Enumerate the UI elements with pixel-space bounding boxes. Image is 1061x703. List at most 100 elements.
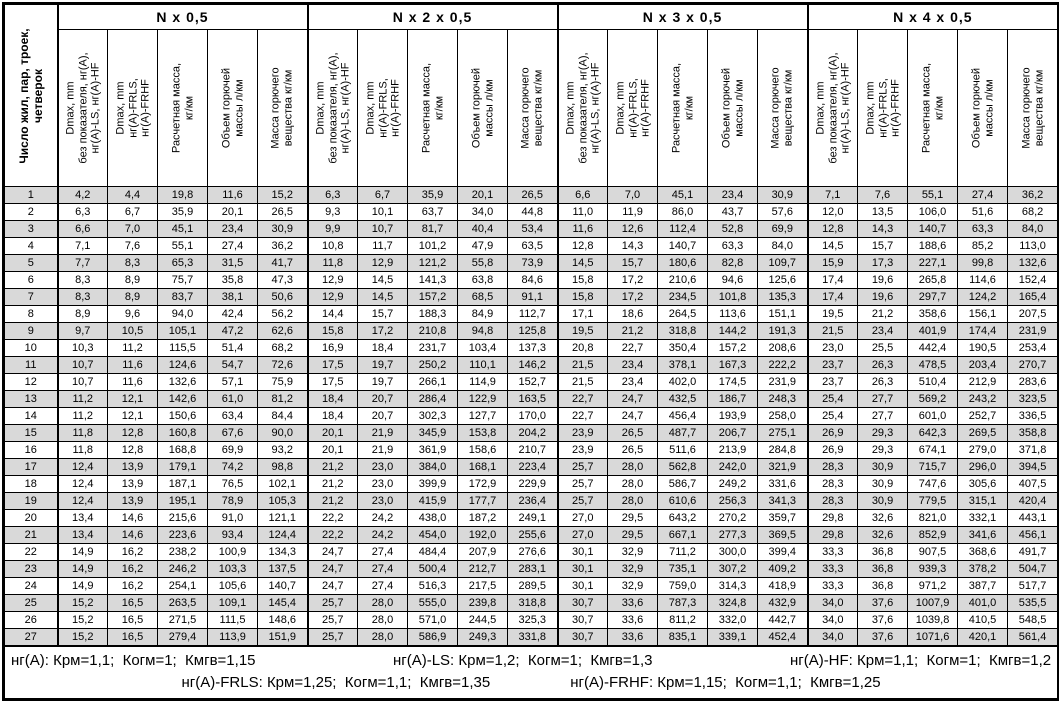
- table-cell: 28,3: [806, 492, 859, 510]
- table-cell: 27,4: [357, 560, 408, 578]
- table-cell: 23,7: [806, 356, 859, 374]
- column-header-label: Объем горючей массы л/км: [720, 68, 745, 149]
- table-cell: 17,5: [306, 356, 358, 374]
- table-cell: 10,7: [56, 373, 108, 391]
- table-cell: 32,9: [607, 543, 659, 561]
- table-cell: 19,6: [857, 271, 909, 289]
- row-number: 5: [4, 254, 58, 272]
- table-cell: 85,2: [957, 237, 1009, 255]
- table-cell: 14,5: [806, 237, 859, 255]
- table-cell: 28,0: [607, 458, 659, 476]
- table-cell: 277,3: [707, 526, 759, 544]
- table-cell: 415,9: [407, 492, 458, 510]
- table-cell: 74,2: [207, 458, 258, 476]
- table-cell: 204,2: [506, 424, 559, 442]
- table-cell: 63,4: [207, 407, 258, 425]
- column-header-cell: Dmax, mm без показателя, нг(А), нг(А)-LS…: [556, 29, 609, 187]
- table-cell: 61,0: [207, 390, 258, 408]
- table-cell: 14,6: [107, 526, 158, 544]
- table-row: 22 14,9 16,2 238,2 100,9 134,3 24,7 27,4 484,4 20…: [4, 543, 1059, 561]
- table-cell: 20,7: [357, 407, 408, 425]
- table-cell: 20,8: [556, 339, 609, 357]
- table-cell: 103,3: [207, 560, 258, 578]
- footnote-item: нг(А)-FRLS: Крм=1,25; Когм=1,1; Кмгв=1,3…: [181, 674, 491, 691]
- table-cell: 264,5: [657, 305, 709, 323]
- table-row: 25 15,2 16,5 263,5 109,1 145,4 25,7 28,0 555,0 23…: [4, 594, 1059, 612]
- column-header-cell: Расчетная масса, кг/км: [907, 29, 959, 187]
- column-header-cell: Dmax, mm нг(А)-FRLS, нг(А)-FRHF: [857, 29, 909, 187]
- table-cell: 26,9: [806, 441, 859, 459]
- table-cell: 26,3: [857, 356, 909, 374]
- table-cell: 283,6: [1007, 373, 1059, 391]
- table-cell: 83,7: [157, 288, 208, 306]
- table-cell: 255,6: [506, 526, 559, 544]
- table-cell: 25,4: [806, 407, 859, 425]
- footnote-item: нг(А)-LS: Крм=1,2; Когм=1; Кмгв=1,3: [392, 652, 653, 669]
- column-header-label: Масса горючего вещества кг/км: [769, 67, 795, 149]
- column-header-cell: Dmax, mm без показателя, нг(А), нг(А)-LS…: [56, 29, 108, 187]
- table-cell: 29,8: [806, 509, 859, 527]
- table-row: 26 15,2 16,5 271,5 111,5 148,6 25,7 28,0 571,0 24…: [4, 611, 1059, 629]
- table-cell: 907,5: [907, 543, 959, 561]
- table-cell: 157,2: [707, 339, 759, 357]
- table-cell: 318,8: [657, 322, 709, 340]
- table-cell: 4,2: [56, 186, 108, 204]
- table-cell: 223,6: [157, 526, 208, 544]
- row-number: 12: [4, 373, 58, 391]
- column-header-label: Расчетная масса, кг/км: [420, 63, 445, 154]
- table-cell: 244,5: [457, 611, 508, 629]
- table-cell: 535,5: [1007, 594, 1059, 612]
- table-cell: 168,8: [157, 441, 208, 459]
- table-cell: 156,1: [957, 305, 1009, 323]
- table-cell: 484,4: [407, 543, 458, 561]
- table-cell: 62,6: [257, 322, 308, 340]
- table-cell: 939,3: [907, 560, 959, 578]
- table-cell: 231,7: [407, 339, 458, 357]
- table-row: 18 12,4 13,9 187,1 76,5 102,1 21,2 23,0 399,9 172…: [4, 475, 1059, 493]
- table-cell: 16,5: [107, 628, 158, 647]
- table-cell: 127,7: [457, 407, 508, 425]
- column-header-label: Dmax, mm без показателя, нг(А), нг(А)-LS…: [814, 52, 852, 164]
- group-header-2: N x 2 x 0,5: [306, 3, 559, 31]
- table-cell: 47,3: [257, 271, 308, 289]
- table-cell: 36,8: [857, 577, 909, 595]
- table-cell: 11,8: [56, 424, 108, 442]
- table-cell: 500,4: [407, 560, 458, 578]
- footnote-row: нг(А): Крм=1,1; Когм=1; Кмгв=1,15 нг(А)-L…: [3, 645, 1059, 699]
- table-cell: 231,9: [1007, 322, 1059, 340]
- table-cell: 33,6: [607, 628, 659, 647]
- table-cell: 30,7: [556, 594, 609, 612]
- table-cell: 331,8: [506, 628, 559, 647]
- table-cell: 35,9: [407, 186, 458, 204]
- table-cell: 94,8: [457, 322, 508, 340]
- table-cell: 54,7: [207, 356, 258, 374]
- table-cell: 157,2: [407, 288, 458, 306]
- table-cell: 12,9: [306, 271, 358, 289]
- table-cell: 14,5: [357, 271, 408, 289]
- table-cell: 90,0: [257, 424, 308, 442]
- table-cell: 26,5: [257, 203, 308, 221]
- table-cell: 36,8: [857, 560, 909, 578]
- table-cell: 15,9: [806, 254, 859, 272]
- table-cell: 99,8: [957, 254, 1009, 272]
- table-cell: 286,4: [407, 390, 458, 408]
- table-cell: 307,2: [707, 560, 759, 578]
- table-cell: 73,9: [506, 254, 559, 272]
- table-cell: 210,6: [657, 271, 709, 289]
- table-row: 24 14,9 16,2 254,1 105,6 140,7 24,7 27,4 516,3 21…: [4, 577, 1059, 595]
- table-cell: 36,2: [1007, 186, 1059, 204]
- table-cell: 174,5: [707, 373, 759, 391]
- table-cell: 37,6: [857, 594, 909, 612]
- table-cell: 358,8: [1007, 424, 1059, 442]
- table-cell: 835,1: [657, 628, 709, 647]
- table-cell: 399,4: [757, 543, 809, 561]
- table-cell: 361,9: [407, 441, 458, 459]
- table-cell: 13,9: [107, 492, 158, 510]
- table-cell: 284,8: [757, 441, 809, 459]
- table-cell: 7,7: [56, 254, 108, 272]
- table-row: 1 4,2 4,4 19,8 11,6 15,2 6,3 6,7 35,9 20,1 26,5 6,6…: [4, 186, 1059, 204]
- table-cell: 32,6: [857, 509, 909, 527]
- table-row: 7 8,3 8,9 83,7 38,1 50,6 12,9 14,5 157,2 68,5 91,1…: [4, 288, 1059, 306]
- table-cell: 30,7: [556, 611, 609, 629]
